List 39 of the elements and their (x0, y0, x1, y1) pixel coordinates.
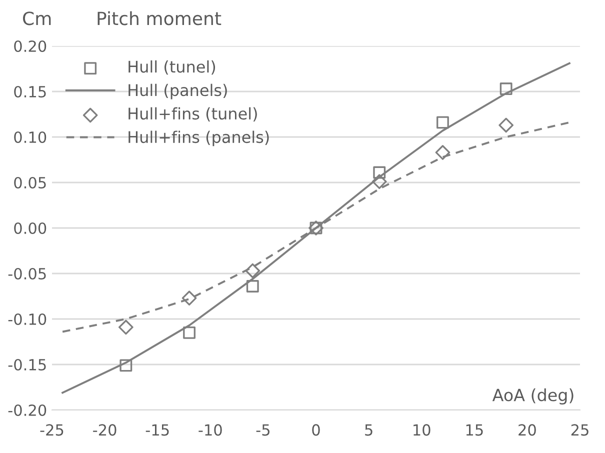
point (120, 359, 132, 372)
point (246, 280, 259, 292)
legend-label: Hull+fins (tunel) (128, 107, 257, 122)
x-tick-label: -10 (198, 424, 222, 436)
point (372, 174, 387, 190)
x-tick-label: 20 (518, 424, 536, 436)
y-tick-label: 0.00 (14, 222, 46, 234)
x-axis-title: AoA (deg) (492, 388, 574, 405)
x-tick-label: 0 (312, 424, 320, 436)
x-tick-label: -25 (40, 424, 64, 436)
x-tick-label: -5 (256, 424, 270, 436)
point (500, 82, 512, 95)
point (118, 320, 134, 335)
x-tick-label: 10 (414, 424, 430, 436)
x-tick-label: 5 (365, 424, 372, 436)
x-tick-label: -15 (146, 424, 169, 436)
point (245, 263, 260, 278)
y-tick-label: 0.20 (14, 40, 46, 52)
chart-title: Pitch moment (98, 11, 222, 26)
point (182, 290, 197, 306)
y-tick-label: -0.10 (8, 313, 46, 326)
y-tick-label: -0.20 (8, 404, 46, 416)
point (498, 118, 514, 133)
x-tick-label: 15 (466, 424, 483, 436)
legend-label: Hull+fins (panels) (128, 130, 269, 146)
x-tick-label: 25 (571, 424, 588, 436)
legend-label: Hull (panels) (128, 84, 227, 100)
point (435, 145, 450, 160)
y-tick-label: 0.15 (14, 86, 46, 98)
y-tick-label: -0.05 (8, 268, 46, 280)
point (436, 116, 449, 129)
point (373, 166, 386, 179)
y-tick-label: -0.15 (8, 358, 46, 371)
x-tick-label: -20 (93, 424, 116, 436)
point (183, 326, 196, 339)
legend-label: Hull (tunel) (128, 60, 216, 75)
y-tick-label: 0.05 (14, 176, 46, 189)
y-axis-title: Cm (23, 12, 51, 26)
y-tick-label: 0.10 (14, 131, 46, 144)
